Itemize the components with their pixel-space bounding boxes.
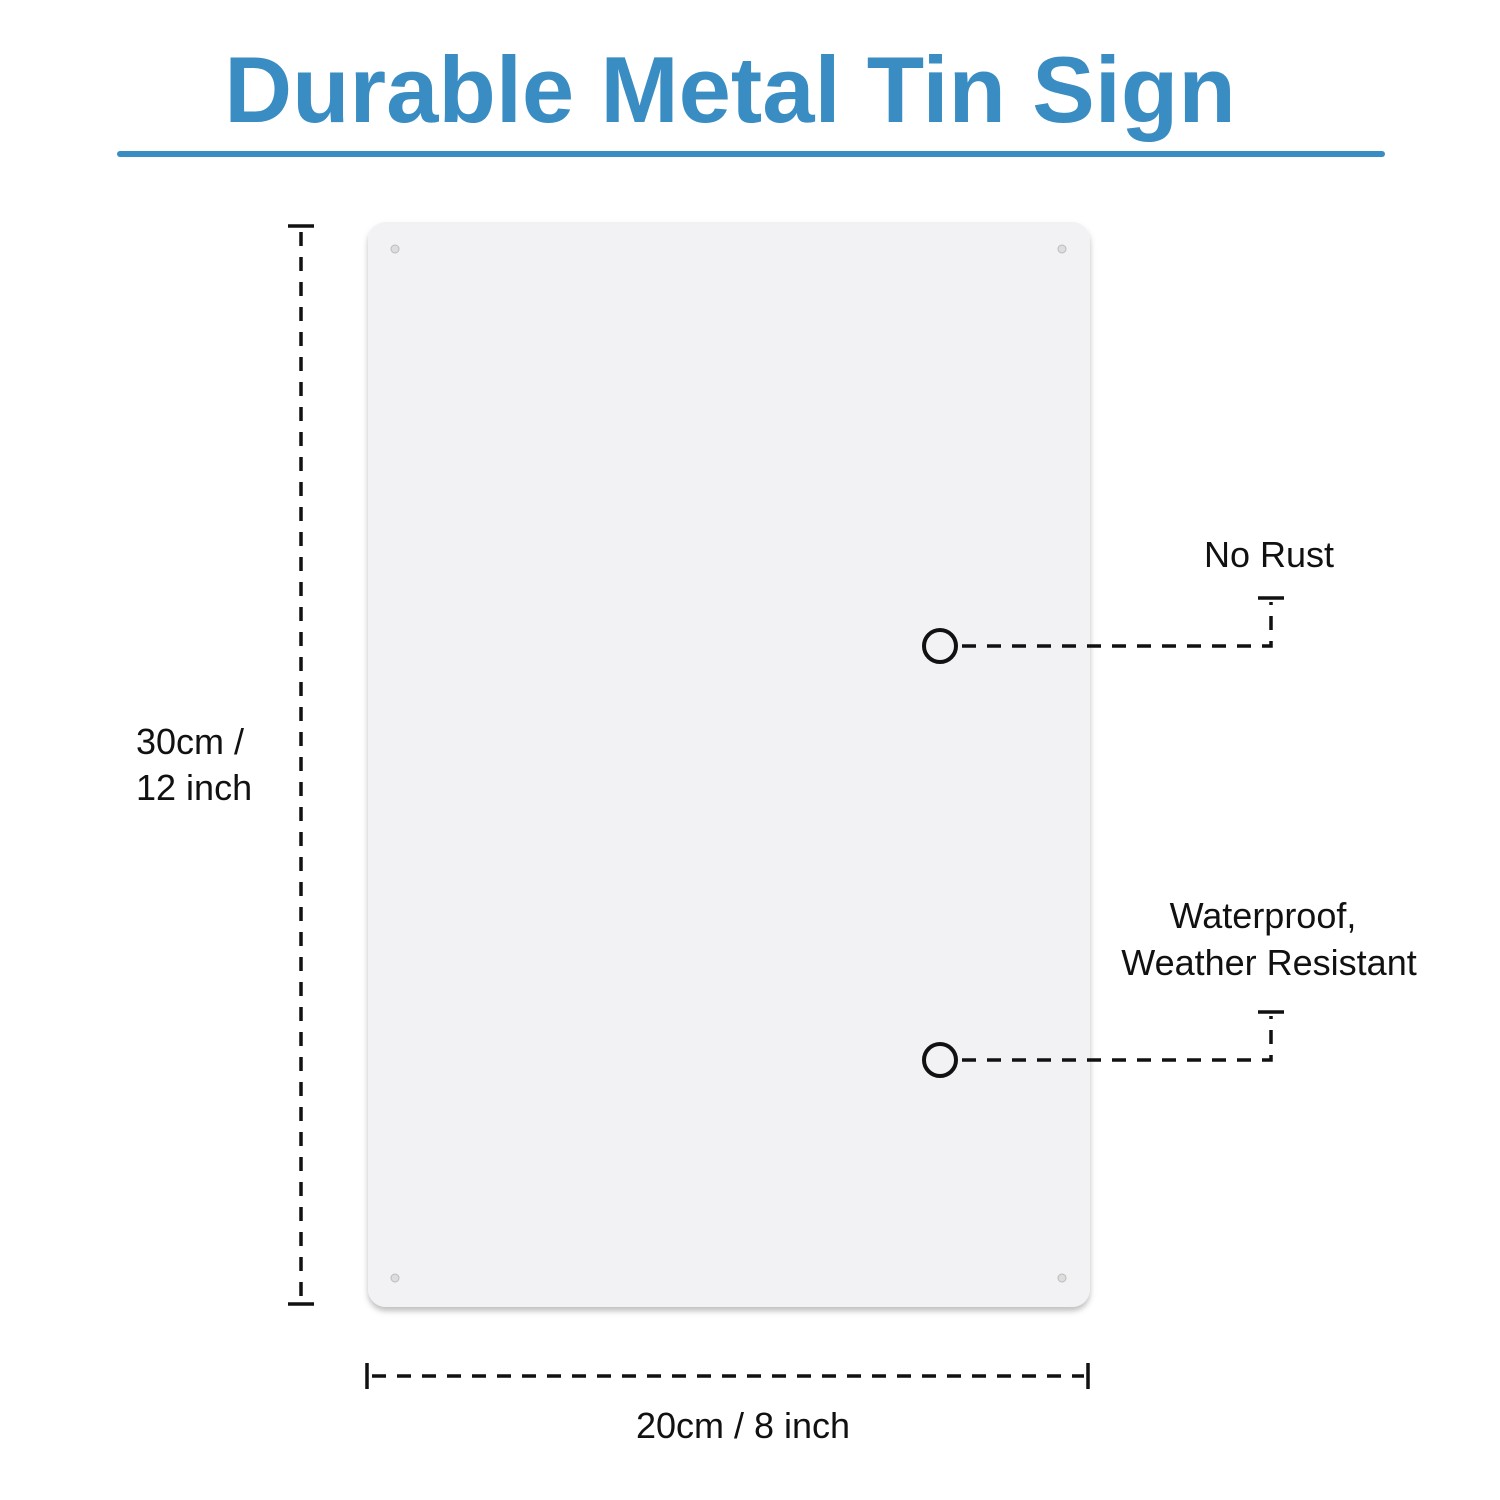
callout-dot — [922, 628, 958, 664]
callout: No Rust — [922, 534, 1334, 664]
height-label: 12 inch — [136, 767, 252, 808]
title: Durable Metal Tin Sign — [224, 37, 1236, 142]
hole — [1057, 244, 1067, 254]
callout-label: Waterproof, — [1170, 895, 1357, 936]
hole — [390, 244, 400, 254]
height-label: 30cm / — [136, 721, 244, 762]
sign — [368, 222, 1090, 1307]
hole — [1057, 1273, 1067, 1283]
callout-dot — [922, 1042, 958, 1078]
callout-label: Weather Resistant — [1121, 942, 1416, 983]
height-dimension: 30cm / 12 inch — [136, 224, 314, 1306]
callout-line — [962, 602, 1273, 648]
width-dimension: 20cm / 8 inch — [365, 1363, 1090, 1446]
callout-line — [962, 1016, 1273, 1062]
sign-plate — [368, 222, 1090, 1307]
hole — [390, 1273, 400, 1283]
width-label: 20cm / 8 inch — [636, 1405, 850, 1446]
callout-label: No Rust — [1204, 534, 1334, 575]
callout: Waterproof, Weather Resistant — [922, 895, 1417, 1078]
